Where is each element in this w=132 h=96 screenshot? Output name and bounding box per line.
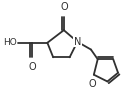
Text: O: O (60, 2, 68, 12)
Text: O: O (28, 62, 36, 72)
Text: HO: HO (3, 38, 16, 47)
Text: N: N (74, 37, 81, 47)
Text: O: O (88, 79, 96, 89)
